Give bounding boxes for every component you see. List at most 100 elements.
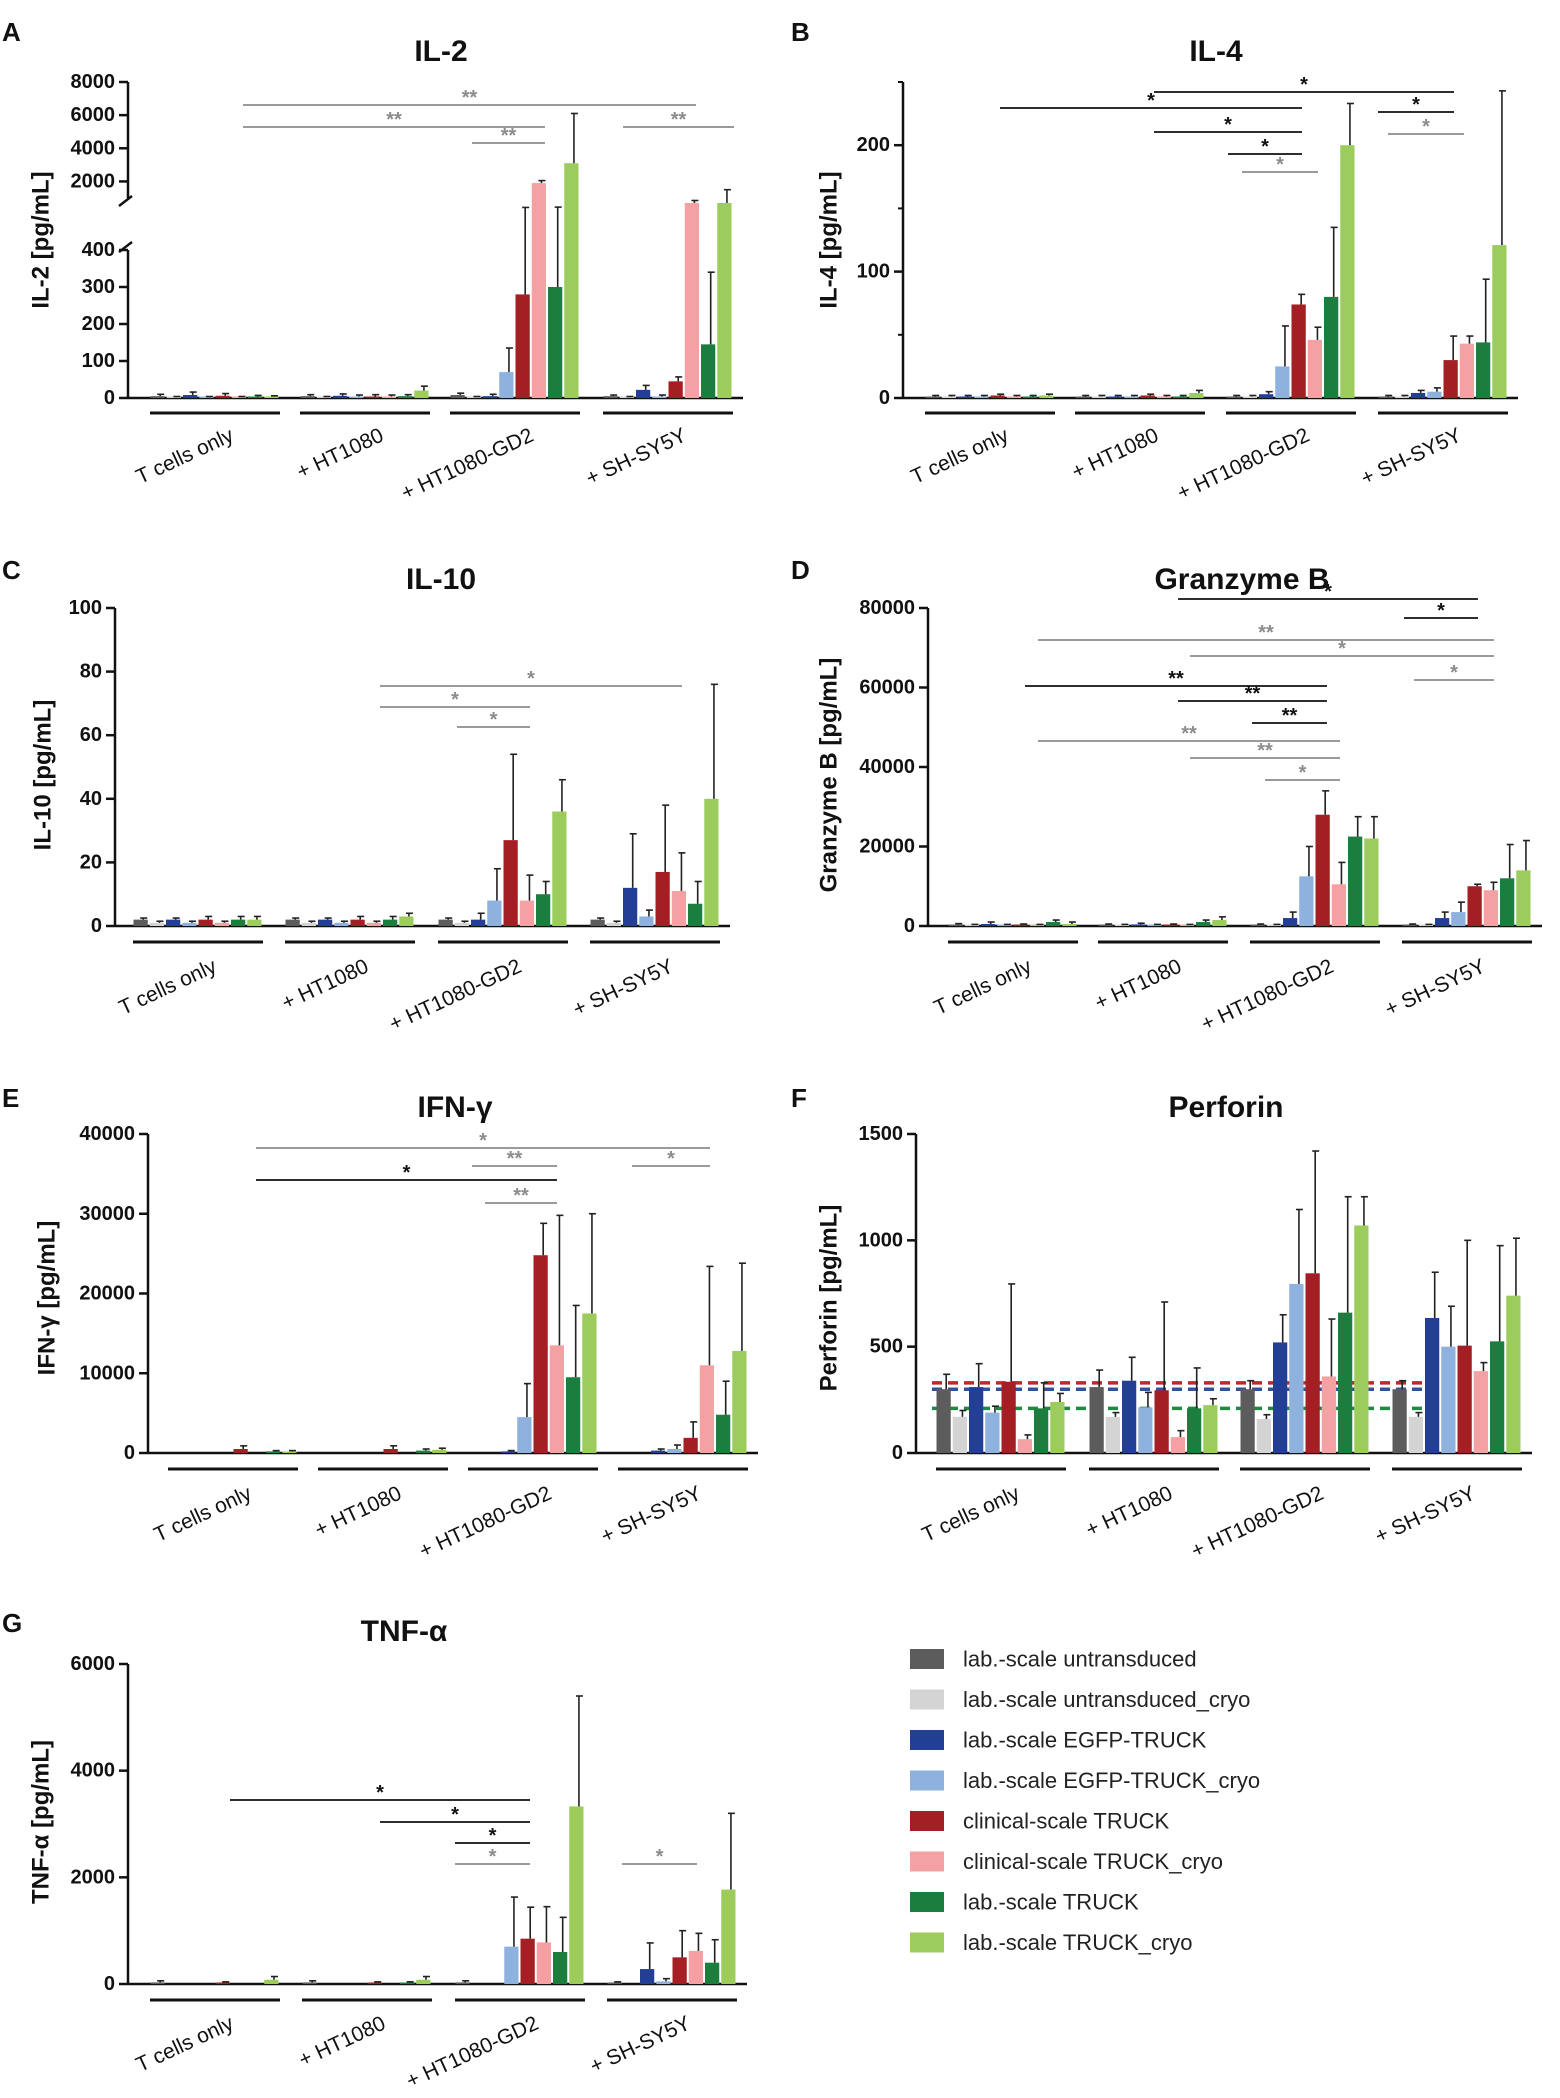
y-tick-label: 0 <box>104 387 115 409</box>
bar <box>1062 924 1077 926</box>
legend-swatch <box>910 1892 944 1912</box>
significance-label: * <box>451 1804 459 1826</box>
bar <box>1338 1312 1353 1453</box>
significance-label: ** <box>1168 668 1184 690</box>
legend-item: lab.-scale EGFP-TRUCK_cryo <box>910 1768 1260 1793</box>
bar <box>964 924 979 926</box>
panel-letter: B <box>791 17 810 47</box>
panel-title: IL-10 <box>406 563 476 596</box>
y-tick-label: 8000 <box>71 71 116 93</box>
y-axis-label: Granzyme B [pg/mL] <box>815 658 842 893</box>
bar <box>553 1952 568 1984</box>
significance-label: * <box>451 689 459 711</box>
significance-label: ** <box>1282 705 1298 727</box>
y-tick-label: 0 <box>904 915 915 937</box>
bar <box>997 924 1012 926</box>
bar <box>1506 1295 1521 1453</box>
bar <box>350 919 365 926</box>
bar <box>483 396 498 398</box>
significance-label: * <box>1338 638 1346 660</box>
bar <box>149 922 164 926</box>
legend-item: lab.-scale untransduced <box>910 1647 1197 1672</box>
bar <box>640 1969 655 1984</box>
y-tick-label: 6000 <box>71 1653 116 1675</box>
bar <box>566 1377 581 1453</box>
bar <box>671 891 686 926</box>
bar <box>1490 1341 1505 1453</box>
y-tick-label: 400 <box>82 239 115 261</box>
bar <box>1307 339 1322 398</box>
bar <box>1170 1437 1185 1453</box>
bar <box>672 1957 687 1984</box>
bar <box>1441 1346 1456 1453</box>
bar <box>1006 396 1021 398</box>
bar <box>1242 396 1257 398</box>
panel-D: D Granzyme B Granzyme B [pg/mL] 0 20000 40000… <box>791 555 1542 1036</box>
x-category-label: + HT1080-GD2 <box>398 424 537 505</box>
bar <box>958 396 973 398</box>
y-tick-label: 20000 <box>859 836 915 858</box>
panel-title: Granzyme B <box>1154 563 1329 596</box>
bar <box>282 1451 297 1453</box>
bar <box>1315 814 1330 926</box>
panel-B: B IL-4 IL-4 [pg/mL] 0 100 200 T cells only + HT… <box>791 17 1518 505</box>
legend-label: lab.-scale TRUCK <box>963 1890 1139 1915</box>
y-axis-label: IL-4 [pg/mL] <box>815 171 842 308</box>
x-category-label: T cells only <box>133 2011 238 2076</box>
bar <box>517 1417 532 1453</box>
y-tick-label: 0 <box>91 915 102 937</box>
bar <box>1034 1408 1049 1453</box>
bar <box>455 1982 470 1984</box>
bar <box>717 202 732 398</box>
bar <box>941 396 956 398</box>
legend-label: clinical-scale TRUCK_cryo <box>963 1849 1223 1874</box>
legend: lab.-scale untransduced lab.-scale untran… <box>910 1647 1260 1955</box>
y-axis: 0 10000 20000 30000 40000 <box>79 1123 150 1464</box>
bar <box>652 396 667 398</box>
significance-label: * <box>1437 600 1445 622</box>
bar <box>1289 1283 1304 1453</box>
significance-label: ** <box>1258 622 1274 644</box>
bar <box>1394 396 1409 398</box>
bar <box>1291 304 1306 398</box>
bar-group <box>300 385 429 398</box>
bar <box>1114 924 1129 926</box>
bar <box>349 396 364 398</box>
bar <box>233 1449 248 1453</box>
bar <box>1340 145 1355 398</box>
bar <box>471 919 486 926</box>
x-category-label: + SH-SY5Y <box>570 955 678 1021</box>
bar <box>1046 922 1061 926</box>
y-axis-label: IL-10 [pg/mL] <box>29 700 56 851</box>
bar <box>1331 884 1346 926</box>
x-category-label: T cells only <box>908 423 1013 488</box>
legend-label: clinical-scale TRUCK <box>963 1809 1170 1834</box>
legend-item: lab.-scale untransduced_cryo <box>910 1687 1250 1712</box>
bar <box>952 1416 967 1453</box>
bars <box>948 790 1531 926</box>
panel-title: IL-2 <box>414 35 467 68</box>
bar <box>536 894 551 926</box>
significance-label: * <box>490 709 498 731</box>
bar <box>981 924 996 926</box>
x-category-label: T cells only <box>931 954 1036 1019</box>
bar <box>531 183 546 398</box>
bar <box>264 396 279 398</box>
legend-swatch <box>910 1851 944 1872</box>
bar-group <box>1402 839 1531 926</box>
bar <box>1131 924 1146 926</box>
significance-label: ** <box>462 87 478 109</box>
bar-group <box>133 915 262 926</box>
bar <box>1138 1407 1153 1453</box>
bar <box>1467 886 1482 926</box>
bar <box>1283 918 1298 926</box>
bar <box>150 396 165 398</box>
bar-group <box>1089 1301 1218 1453</box>
y-tick-label: 80 <box>80 661 102 683</box>
significance-label: * <box>403 1162 411 1184</box>
bar <box>1226 396 1241 398</box>
panel-title: TNF-α <box>361 1615 448 1648</box>
bar <box>1492 245 1507 398</box>
bar <box>400 1982 415 1984</box>
bar <box>684 202 699 398</box>
